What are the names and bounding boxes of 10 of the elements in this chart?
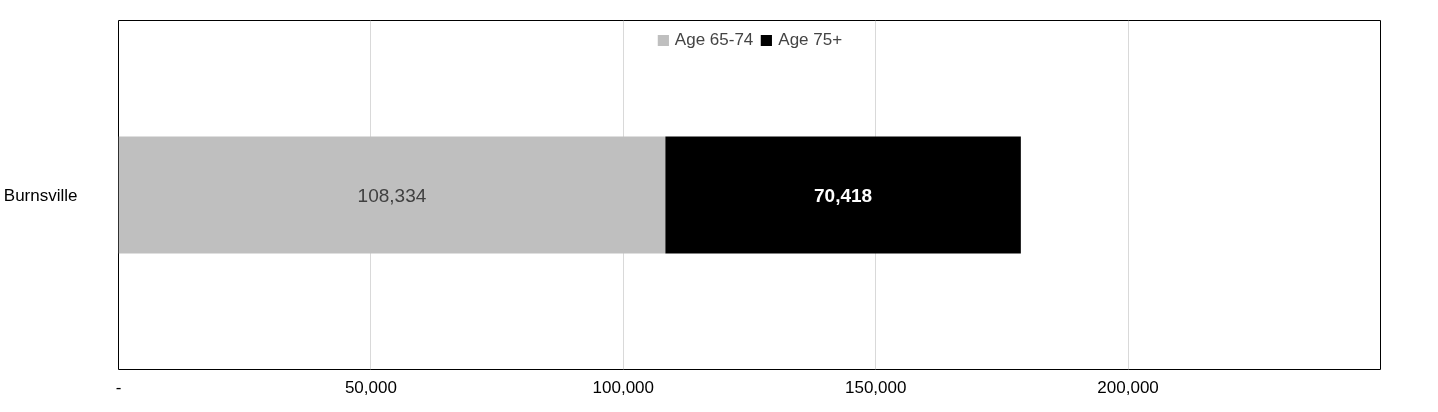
- x-tick-label: 100,000: [592, 377, 655, 397]
- legend-label: Age 75+: [778, 30, 843, 50]
- x-tick-label: -: [115, 377, 122, 397]
- y-tick-label: Burnsville: [3, 185, 78, 205]
- data-label: 108,334: [357, 184, 427, 206]
- x-tick-label: 150,000: [844, 377, 907, 397]
- legend-label: Age 65-74: [674, 30, 754, 50]
- data-label: 70,418: [814, 184, 873, 206]
- x-tick-label: 200,000: [1097, 377, 1159, 397]
- x-tick-label: 50,000: [344, 377, 397, 397]
